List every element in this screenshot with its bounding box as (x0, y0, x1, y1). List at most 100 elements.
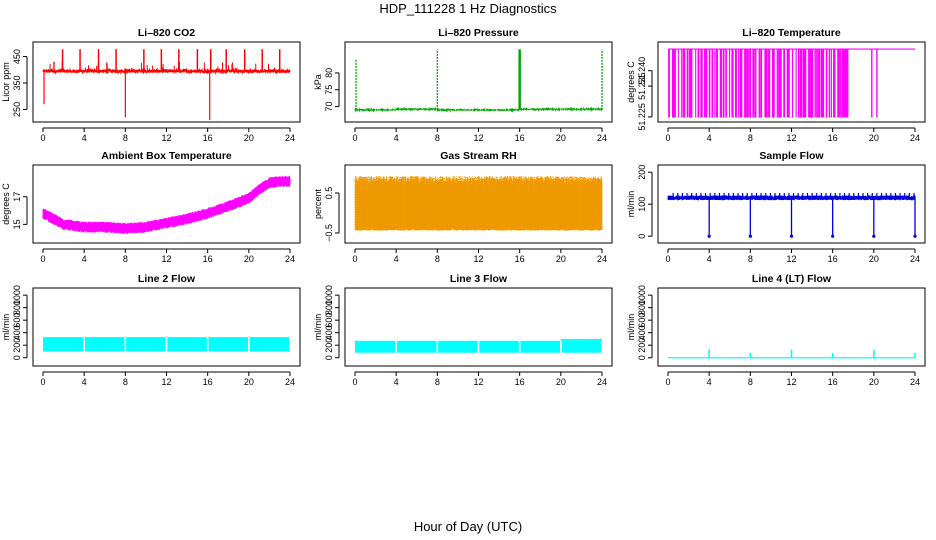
x-tick-label: 20 (244, 254, 254, 264)
x-tick-label: 12 (161, 377, 171, 387)
y-axis: 250 350 450 (12, 49, 28, 117)
x-tick-label: 0 (352, 254, 357, 264)
sample-flow-drop-point (872, 234, 876, 238)
co2-series-line (42, 67, 291, 75)
x-tick-label: 12 (786, 254, 796, 264)
panel-title: Sample Flow (759, 150, 824, 162)
panel-line-3-flow: Line 3 Flow ml/min 0 4 8 12 16 20 24 0 20040060080… (313, 273, 613, 387)
flow-block (355, 340, 396, 353)
figure-x-axis-label: Hour of Day (UTC) (414, 519, 522, 534)
sample-flow-drop-point (748, 234, 752, 238)
x-tick-label: 4 (82, 133, 87, 143)
y-axis-label: ml/min (626, 314, 636, 341)
panel-li-820-co2: Li–820 CO2 Licor ppm 0 4 8 12 16 20 24 250 350 450 (1, 27, 301, 143)
x-tick-label: 16 (515, 133, 525, 143)
flow-block (126, 337, 166, 352)
x-tick-label: 8 (435, 254, 440, 264)
x-tick-label: 8 (123, 254, 128, 264)
x-tick-label: 24 (285, 254, 295, 264)
x-tick-label: 4 (82, 377, 87, 387)
y-tick-label: 800 (324, 300, 334, 315)
y-axis-label: Licor ppm (1, 62, 11, 102)
x-axis: 0 4 8 12 16 20 24 (352, 248, 607, 264)
x-tick-label: 8 (748, 254, 753, 264)
flow-block (438, 340, 478, 353)
y-tick-label: 800 (637, 300, 647, 315)
y-axis: 70 75 80 (324, 68, 340, 112)
x-tick-label: 16 (515, 377, 525, 387)
x-tick-label: 0 (665, 133, 670, 143)
y-tick-label: 51.225 (637, 103, 647, 131)
panel-title: Gas Stream RH (440, 150, 516, 162)
panel-line-2-flow: Line 2 Flow ml/min 0 4 8 12 16 20 24 0 20040060080… (1, 273, 301, 387)
y-axis-label: ml/min (1, 314, 11, 341)
x-tick-label: 20 (556, 254, 566, 264)
panel-ambient-box-temperature: Ambient Box Temperature degrees C 0 4 8 12 16 2… (1, 150, 301, 264)
x-axis: 0 4 8 12 16 20 24 (665, 371, 920, 387)
x-tick-label: 24 (910, 377, 920, 387)
plot-frame (657, 287, 926, 367)
x-axis: 0 4 8 12 16 20 24 (352, 127, 607, 143)
x-tick-label: 12 (473, 254, 483, 264)
sample-flow-drop-point (913, 234, 917, 238)
y-tick-label: 80 (324, 68, 334, 78)
panel-line-4-lt-flow: Line 4 (LT) Flow ml/min 0 4 8 12 16 20 24 0 200400… (626, 273, 926, 387)
flow-block (479, 340, 519, 353)
panel-title: Li–820 CO2 (138, 27, 195, 39)
y-axis-label: degrees C (626, 61, 636, 103)
x-tick-label: 0 (40, 377, 45, 387)
y-tick-label: 17 (12, 192, 22, 202)
y-tick-label: 200 (637, 338, 647, 353)
x-tick-label: 20 (869, 377, 879, 387)
y-tick-label: 400 (12, 325, 22, 340)
plot-frame (657, 164, 926, 244)
y-axis-label: percent (313, 188, 323, 219)
flow-block (561, 340, 602, 353)
y-tick-label: 75 (324, 85, 334, 95)
y-tick-label: 51.235 (637, 72, 647, 100)
y-axis-label: kPa (313, 74, 323, 90)
sample-flow-drop-point (831, 234, 835, 238)
x-tick-label: 16 (828, 133, 838, 143)
x-tick-label: 16 (203, 377, 213, 387)
data-series (667, 193, 917, 238)
flow-block (43, 337, 84, 352)
data-series (42, 175, 291, 235)
y-tick-label: 600 (637, 313, 647, 328)
x-tick-label: 8 (435, 133, 440, 143)
x-tick-label: 0 (352, 377, 357, 387)
x-tick-label: 16 (203, 254, 213, 264)
x-tick-label: 24 (285, 133, 295, 143)
y-tick-label: 250 (12, 102, 22, 117)
flow-block (167, 337, 207, 352)
y-tick-label: 1000 (324, 285, 334, 305)
plot-frame (657, 41, 926, 123)
y-tick-label: 0 (637, 234, 647, 239)
x-tick-label: 4 (394, 254, 399, 264)
y-tick-label: 450 (12, 49, 22, 64)
x-tick-label: 8 (123, 377, 128, 387)
x-tick-label: 20 (869, 133, 879, 143)
y-axis-label: ml/min (313, 314, 323, 341)
data-series (668, 48, 915, 118)
x-tick-label: 24 (597, 254, 607, 264)
x-tick-label: 8 (748, 377, 753, 387)
panel-title: Line 2 Flow (138, 273, 196, 285)
y-tick-label: 1000 (12, 285, 22, 305)
figure-title: HDP_111228 1 Hz Diagnostics (379, 1, 557, 16)
sample-flow-drop-point (789, 234, 794, 238)
plot-frame (344, 287, 613, 367)
y-tick-label: 51.240 (637, 57, 647, 85)
y-axis-label: ml/min (626, 191, 636, 218)
x-tick-label: 12 (161, 254, 171, 264)
sample-flow-drop-point (707, 234, 711, 238)
y-tick-label: 200 (637, 165, 647, 180)
y-tick-label: −0.5 (324, 224, 334, 242)
x-tick-label: 12 (786, 377, 796, 387)
